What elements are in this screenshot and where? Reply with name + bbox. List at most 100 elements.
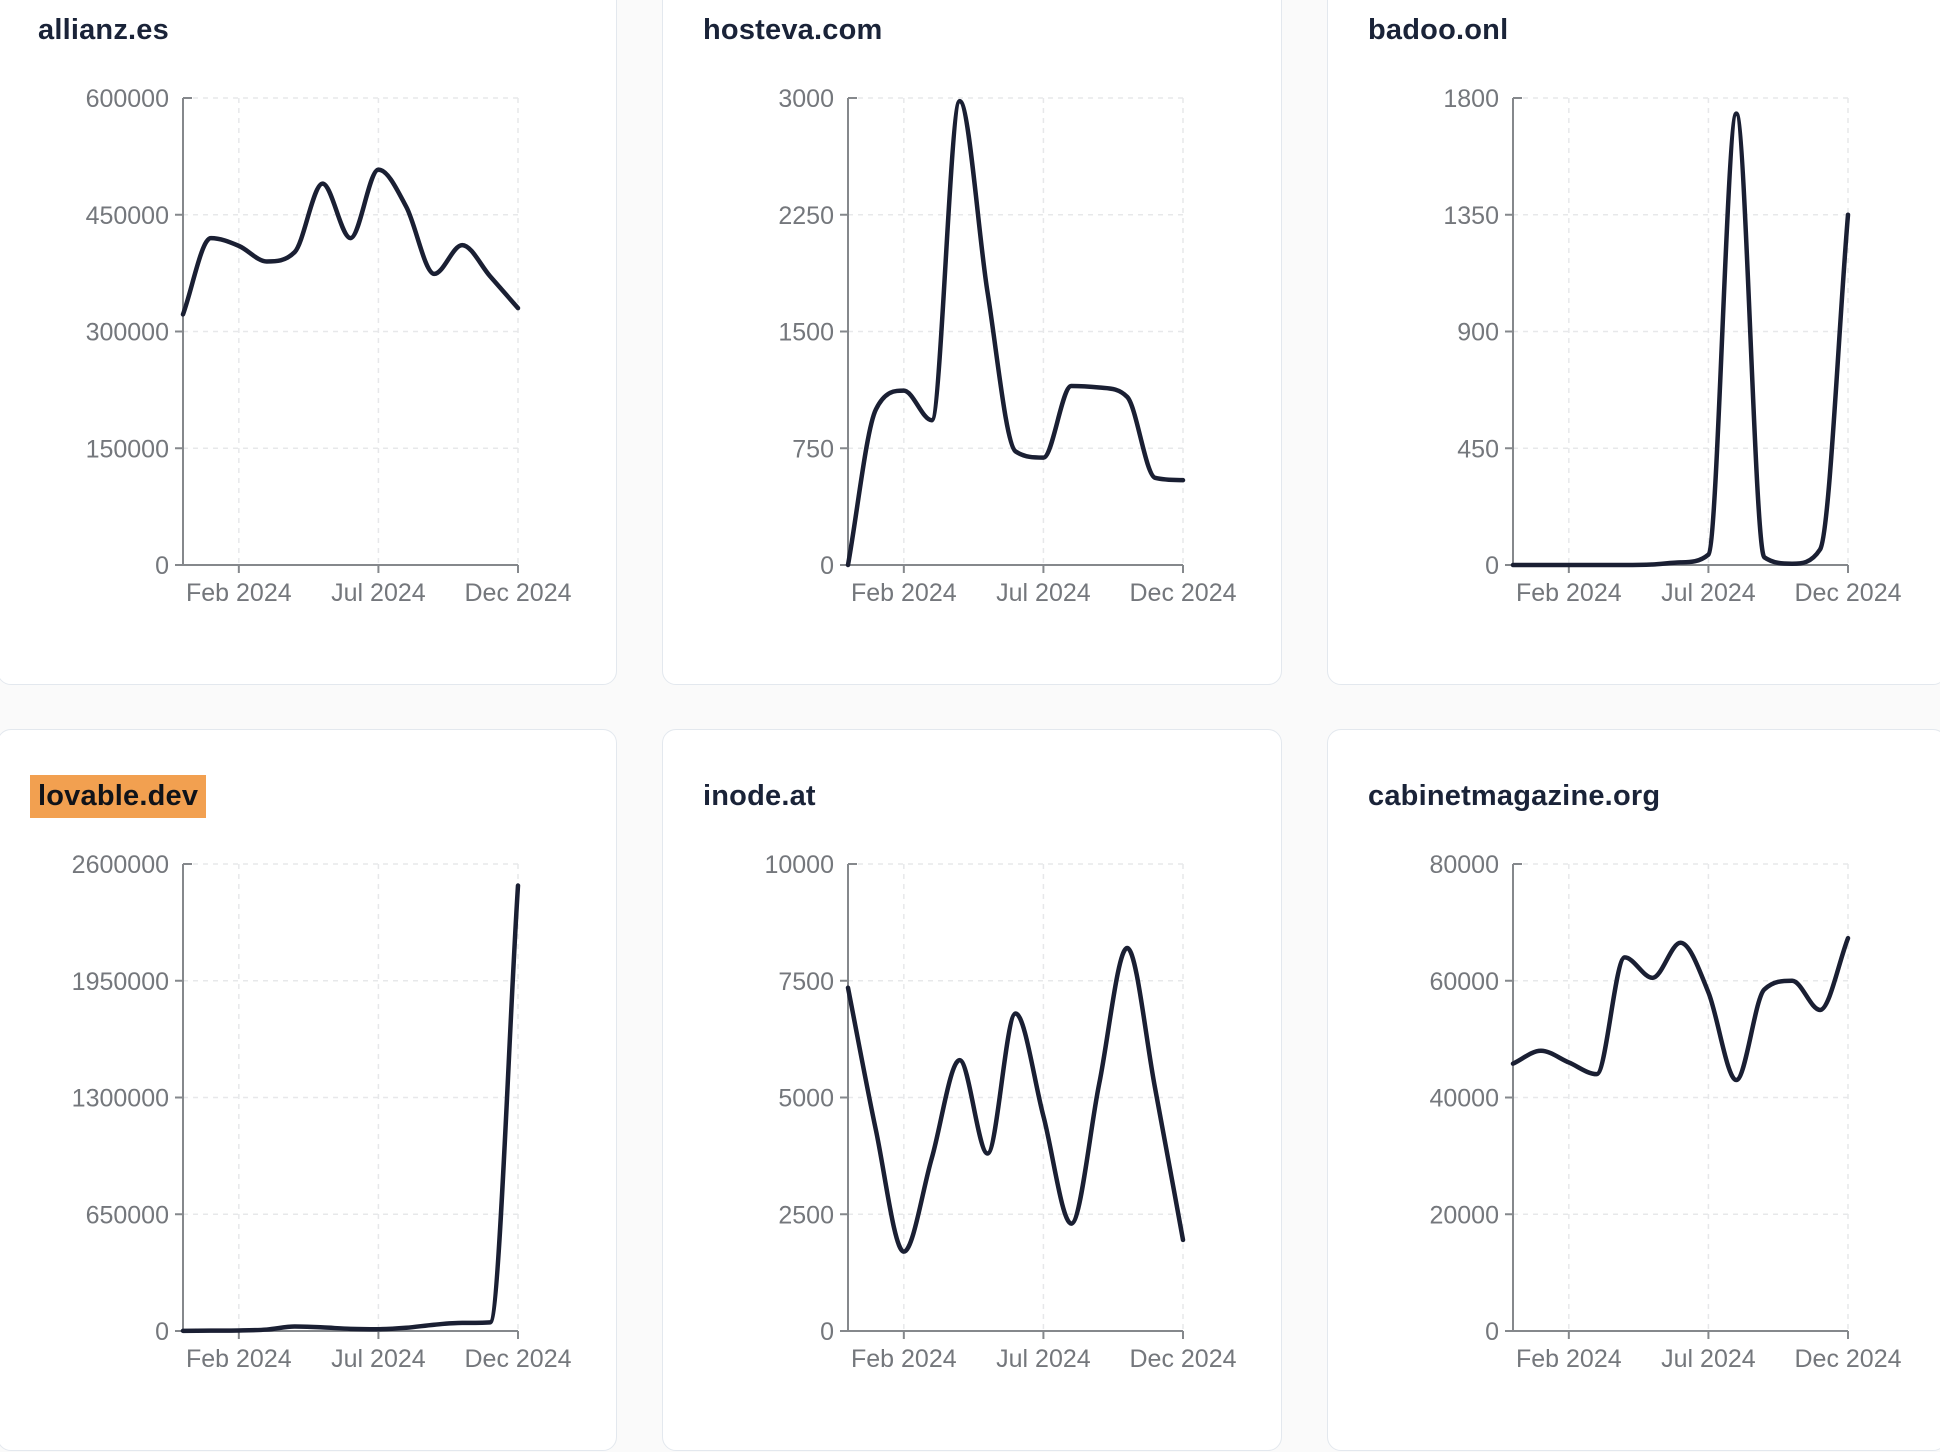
svg-text:Jul 2024: Jul 2024 bbox=[1661, 579, 1756, 607]
gridlines bbox=[1513, 863, 1849, 1331]
svg-text:Feb 2024: Feb 2024 bbox=[1516, 579, 1622, 607]
domain-title-label[interactable]: hosteva.com bbox=[703, 14, 883, 46]
chart-card-cabinetmagazine-org: cabinetmagazine.org 0 20000 40000 60000 8000… bbox=[1327, 729, 1940, 1451]
chart-title: hosteva.com bbox=[703, 14, 883, 47]
domain-title-label[interactable]: badoo.onl bbox=[1368, 14, 1509, 46]
x-axis-tick-labels: Feb 2024 Jul 2024 Dec 2024 bbox=[1516, 1345, 1902, 1373]
svg-text:1350: 1350 bbox=[1443, 202, 1499, 230]
svg-text:2600000: 2600000 bbox=[72, 851, 169, 879]
svg-text:Dec 2024: Dec 2024 bbox=[1129, 1345, 1236, 1373]
svg-text:0: 0 bbox=[155, 1318, 169, 1346]
x-axis-tick-labels: Feb 2024 Jul 2024 Dec 2024 bbox=[1516, 579, 1902, 607]
chart-title: inode.at bbox=[703, 780, 816, 813]
svg-text:Jul 2024: Jul 2024 bbox=[331, 579, 426, 607]
gridlines bbox=[1513, 97, 1849, 565]
svg-text:1500: 1500 bbox=[778, 319, 834, 347]
svg-text:5000: 5000 bbox=[778, 1085, 834, 1113]
svg-text:2500: 2500 bbox=[778, 1201, 834, 1229]
series-line bbox=[845, 945, 1186, 1254]
svg-text:40000: 40000 bbox=[1429, 1085, 1499, 1113]
gridlines bbox=[848, 863, 1184, 1331]
line-chart: 0 150000 300000 450000 600000 Feb 2024 Jul 202… bbox=[86, 85, 572, 607]
y-axis-tick-labels: 0 650000 1300000 1950000 2600000 bbox=[72, 851, 169, 1346]
gridlines bbox=[183, 863, 519, 1331]
svg-text:10000: 10000 bbox=[764, 851, 834, 879]
svg-text:Jul 2024: Jul 2024 bbox=[331, 1345, 426, 1373]
chart-card-lovable-dev: lovable.dev 0 650000 1300000 1950000 2600000… bbox=[0, 729, 617, 1451]
line-chart: 0 750 1500 2250 3000 Feb 2024 Jul 2024 Dec 2024 bbox=[778, 85, 1237, 607]
axes bbox=[1505, 97, 1849, 573]
domain-title-label-highlighted[interactable]: lovable.dev bbox=[30, 775, 207, 818]
svg-text:300000: 300000 bbox=[86, 319, 169, 347]
x-axis-tick-labels: Feb 2024 Jul 2024 Dec 2024 bbox=[851, 1345, 1237, 1373]
gridlines bbox=[183, 97, 519, 565]
svg-text:750: 750 bbox=[792, 435, 834, 463]
svg-text:Dec 2024: Dec 2024 bbox=[1794, 1345, 1901, 1373]
svg-text:Feb 2024: Feb 2024 bbox=[186, 579, 292, 607]
line-chart: 0 650000 1300000 1950000 2600000 Feb 2024 Jul … bbox=[72, 851, 572, 1373]
y-axis-tick-labels: 0 150000 300000 450000 600000 bbox=[86, 85, 169, 580]
svg-text:0: 0 bbox=[820, 552, 834, 580]
svg-text:Feb 2024: Feb 2024 bbox=[1516, 1345, 1622, 1373]
svg-text:Dec 2024: Dec 2024 bbox=[464, 1345, 571, 1373]
svg-text:80000: 80000 bbox=[1429, 851, 1499, 879]
svg-text:150000: 150000 bbox=[86, 435, 169, 463]
series-line bbox=[180, 167, 521, 317]
y-axis-tick-labels: 0 750 1500 2250 3000 bbox=[778, 85, 834, 580]
axes bbox=[1505, 863, 1849, 1339]
axes bbox=[175, 97, 519, 573]
x-axis-tick-labels: Feb 2024 Jul 2024 Dec 2024 bbox=[186, 579, 572, 607]
svg-text:650000: 650000 bbox=[86, 1201, 169, 1229]
chart-title: badoo.onl bbox=[1368, 14, 1508, 47]
axes bbox=[840, 863, 1184, 1339]
svg-text:Dec 2024: Dec 2024 bbox=[464, 579, 571, 607]
gridlines bbox=[848, 97, 1184, 565]
x-axis-tick-labels: Feb 2024 Jul 2024 Dec 2024 bbox=[851, 579, 1237, 607]
svg-text:3000: 3000 bbox=[778, 85, 834, 113]
line-chart: 0 2500 5000 7500 10000 Feb 2024 Jul 2024 Dec 20… bbox=[764, 851, 1237, 1373]
svg-text:900: 900 bbox=[1457, 319, 1499, 347]
chart-title: allianz.es bbox=[38, 14, 169, 47]
svg-text:Feb 2024: Feb 2024 bbox=[851, 1345, 957, 1373]
svg-text:0: 0 bbox=[1485, 552, 1499, 580]
svg-text:0: 0 bbox=[820, 1318, 834, 1346]
svg-text:Jul 2024: Jul 2024 bbox=[996, 1345, 1091, 1373]
svg-text:Jul 2024: Jul 2024 bbox=[1661, 1345, 1756, 1373]
chart-card-hosteva-com: hosteva.com 0 750 1500 2250 3000 Feb 2024 Jul … bbox=[662, 0, 1282, 685]
svg-text:2250: 2250 bbox=[778, 202, 834, 230]
svg-text:450: 450 bbox=[1457, 435, 1499, 463]
chart-card-badoo-onl: badoo.onl 0 450 900 1350 1800 Feb 2024 Jul 202… bbox=[1327, 0, 1940, 685]
svg-text:1950000: 1950000 bbox=[72, 968, 169, 996]
chart-card-inode-at: inode.at 0 2500 5000 7500 10000 Feb 2024 Jul 2… bbox=[662, 729, 1282, 1451]
svg-text:0: 0 bbox=[155, 552, 169, 580]
svg-text:Dec 2024: Dec 2024 bbox=[1129, 579, 1236, 607]
svg-text:20000: 20000 bbox=[1429, 1201, 1499, 1229]
domain-title-label[interactable]: cabinetmagazine.org bbox=[1368, 780, 1661, 812]
svg-text:450000: 450000 bbox=[86, 202, 169, 230]
svg-text:1800: 1800 bbox=[1443, 85, 1499, 113]
domain-title-label[interactable]: allianz.es bbox=[38, 14, 169, 46]
axes bbox=[840, 97, 1184, 573]
domain-title-label[interactable]: inode.at bbox=[703, 780, 816, 812]
y-axis-tick-labels: 0 450 900 1350 1800 bbox=[1443, 85, 1499, 580]
svg-text:60000: 60000 bbox=[1429, 968, 1499, 996]
chart-title: lovable.dev bbox=[30, 775, 207, 818]
series-line bbox=[1510, 111, 1851, 568]
y-axis-tick-labels: 0 2500 5000 7500 10000 bbox=[764, 851, 834, 1346]
x-axis-tick-labels: Feb 2024 Jul 2024 Dec 2024 bbox=[186, 1345, 572, 1373]
svg-text:Feb 2024: Feb 2024 bbox=[851, 579, 957, 607]
line-chart: 0 450 900 1350 1800 Feb 2024 Jul 2024 Dec 2024 bbox=[1443, 85, 1902, 607]
series-line bbox=[845, 98, 1186, 568]
svg-text:1300000: 1300000 bbox=[72, 1085, 169, 1113]
svg-text:600000: 600000 bbox=[86, 85, 169, 113]
y-axis-tick-labels: 0 20000 40000 60000 80000 bbox=[1429, 851, 1499, 1346]
line-chart: 0 20000 40000 60000 80000 Feb 2024 Jul 2024 Dec… bbox=[1429, 851, 1902, 1373]
svg-text:Jul 2024: Jul 2024 bbox=[996, 579, 1091, 607]
series-line bbox=[1510, 935, 1851, 1083]
chart-title: cabinetmagazine.org bbox=[1368, 780, 1660, 813]
svg-text:Feb 2024: Feb 2024 bbox=[186, 1345, 292, 1373]
svg-text:7500: 7500 bbox=[778, 968, 834, 996]
series-line bbox=[180, 883, 521, 1334]
axes bbox=[175, 863, 519, 1339]
